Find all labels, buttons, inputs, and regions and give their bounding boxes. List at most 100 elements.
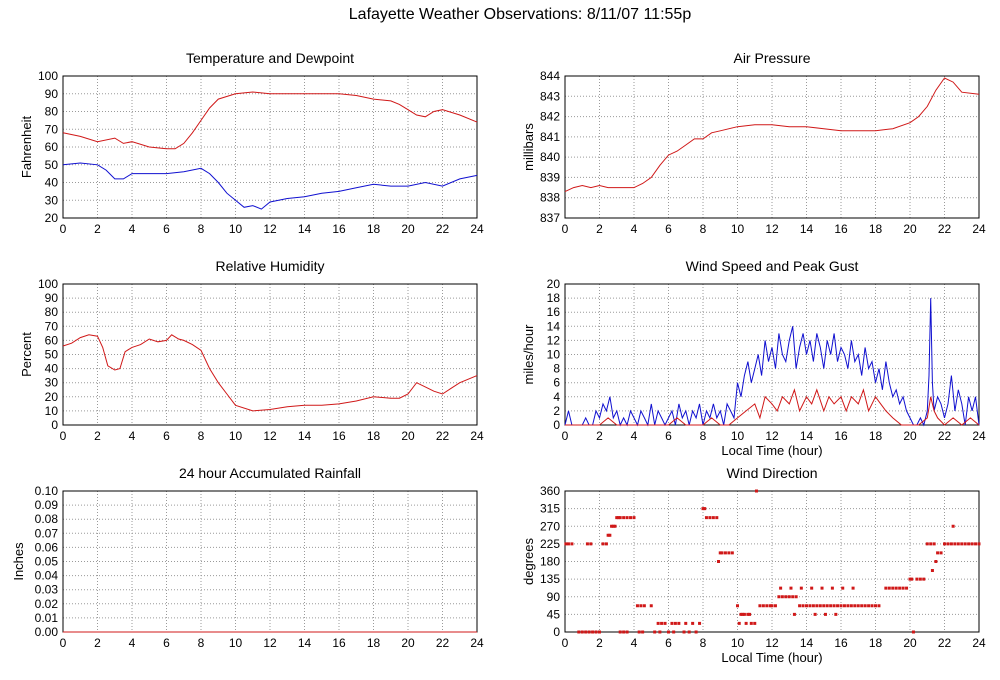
y-tick-label: 315 [540,502,560,516]
data-point [925,542,929,546]
y-tick-label: 16 [547,305,561,319]
y-tick-label: 0.03 [35,583,59,597]
y-tick-label: 30 [45,193,59,207]
y-tick-label: 270 [540,519,560,533]
chart-direction: 0 2 4 6 8 10 12 14 16 18 20 22 240459013518022527031… [521,465,986,665]
data-point [792,612,796,616]
x-tick-label: 10 [229,429,243,443]
x-tick-label: 4 [631,636,638,650]
y-tick-label: 839 [540,170,560,184]
data-point [637,630,641,634]
x-tick-label: 10 [731,429,745,443]
data-point [615,516,619,520]
y-tick-label: 8 [553,362,560,376]
x-tick-label: 14 [800,429,814,443]
y-tick-label: 844 [540,69,560,83]
x-tick-label: 8 [198,222,205,236]
x-tick-label: 22 [436,429,450,443]
data-point [798,604,802,608]
y-tick-label: 50 [45,348,59,362]
data-point [606,533,610,537]
y-tick-label: 0.07 [35,526,59,540]
x-tick-label: 2 [596,636,603,650]
x-tick-label: 4 [631,429,638,443]
x-tick-label: 10 [229,636,243,650]
data-point [660,621,664,625]
data-point [587,630,591,634]
data-point [791,595,795,599]
x-tick-label: 18 [367,636,381,650]
y-axis-label: Fahrenheit [19,116,34,179]
data-point [794,595,798,599]
x-tick-label: 20 [903,222,917,236]
data-point [898,586,902,590]
data-point [564,542,568,546]
data-point [653,630,657,634]
y-tick-label: 18 [547,291,561,305]
data-point [801,604,805,608]
y-axis-label: Percent [19,332,34,377]
chart-pressure: 0 2 4 6 8 10 12 14 16 18 20 22 248378388398408418428… [521,50,986,236]
x-tick-label: 14 [298,636,312,650]
x-tick-label: 24 [470,222,484,236]
data-point [856,604,860,608]
data-point [601,542,605,546]
data-point [598,630,601,634]
data-point [748,612,752,616]
data-point [616,516,620,520]
data-point [851,586,855,590]
data-point [730,551,734,555]
data-point [956,542,960,546]
x-tick-label: 16 [332,222,346,236]
data-point [842,604,846,608]
data-point [642,604,646,608]
x-tick-label: 22 [938,222,952,236]
y-tick-label: 837 [540,211,560,225]
y-tick-label: 0 [553,418,560,432]
x-tick-label: 6 [163,429,170,443]
chart-title: Air Pressure [733,50,810,66]
plot-frame [564,75,980,219]
x-tick-label: 20 [903,429,917,443]
data-point [718,551,722,555]
x-tick-label: 12 [765,636,779,650]
data-point [737,621,741,625]
x-tick-label: 22 [938,429,952,443]
data-point [884,586,888,590]
data-point [656,621,660,625]
data-point [773,604,777,608]
data-point [570,542,574,546]
data-point [863,604,867,608]
x-tick-label: 12 [263,429,277,443]
x-tick-label: 0 [60,636,67,650]
data-point [632,516,636,520]
x-tick-label: 20 [401,222,415,236]
x-tick-label: 8 [700,636,707,650]
data-point [951,524,955,528]
data-point [936,551,940,555]
x-tick-label: 0 [562,222,569,236]
data-point [894,586,898,590]
y-tick-label: 40 [45,176,59,190]
data-point [934,560,938,563]
x-tick-label: 20 [903,636,917,650]
y-tick-label: 841 [540,130,560,144]
x-tick-label: 18 [869,429,883,443]
y-tick-label: 10 [45,404,59,418]
data-point [622,516,626,520]
data-point [580,630,584,634]
data-point [749,621,753,625]
data-point [963,542,967,546]
x-tick-label: 12 [765,429,779,443]
data-point [960,542,964,546]
y-tick-label: 0.00 [35,625,59,639]
chart-rain: 0 2 4 6 8 10 12 14 16 18 20 22 240.000.010.020.030.0… [11,465,484,650]
x-tick-label: 10 [731,636,745,650]
data-point [808,604,812,608]
data-point [746,612,750,616]
data-point [677,621,681,625]
series-line-1 [564,77,980,193]
plot-frame [564,490,980,633]
y-tick-label: 0.01 [35,611,59,625]
x-tick-label: 24 [972,429,986,443]
